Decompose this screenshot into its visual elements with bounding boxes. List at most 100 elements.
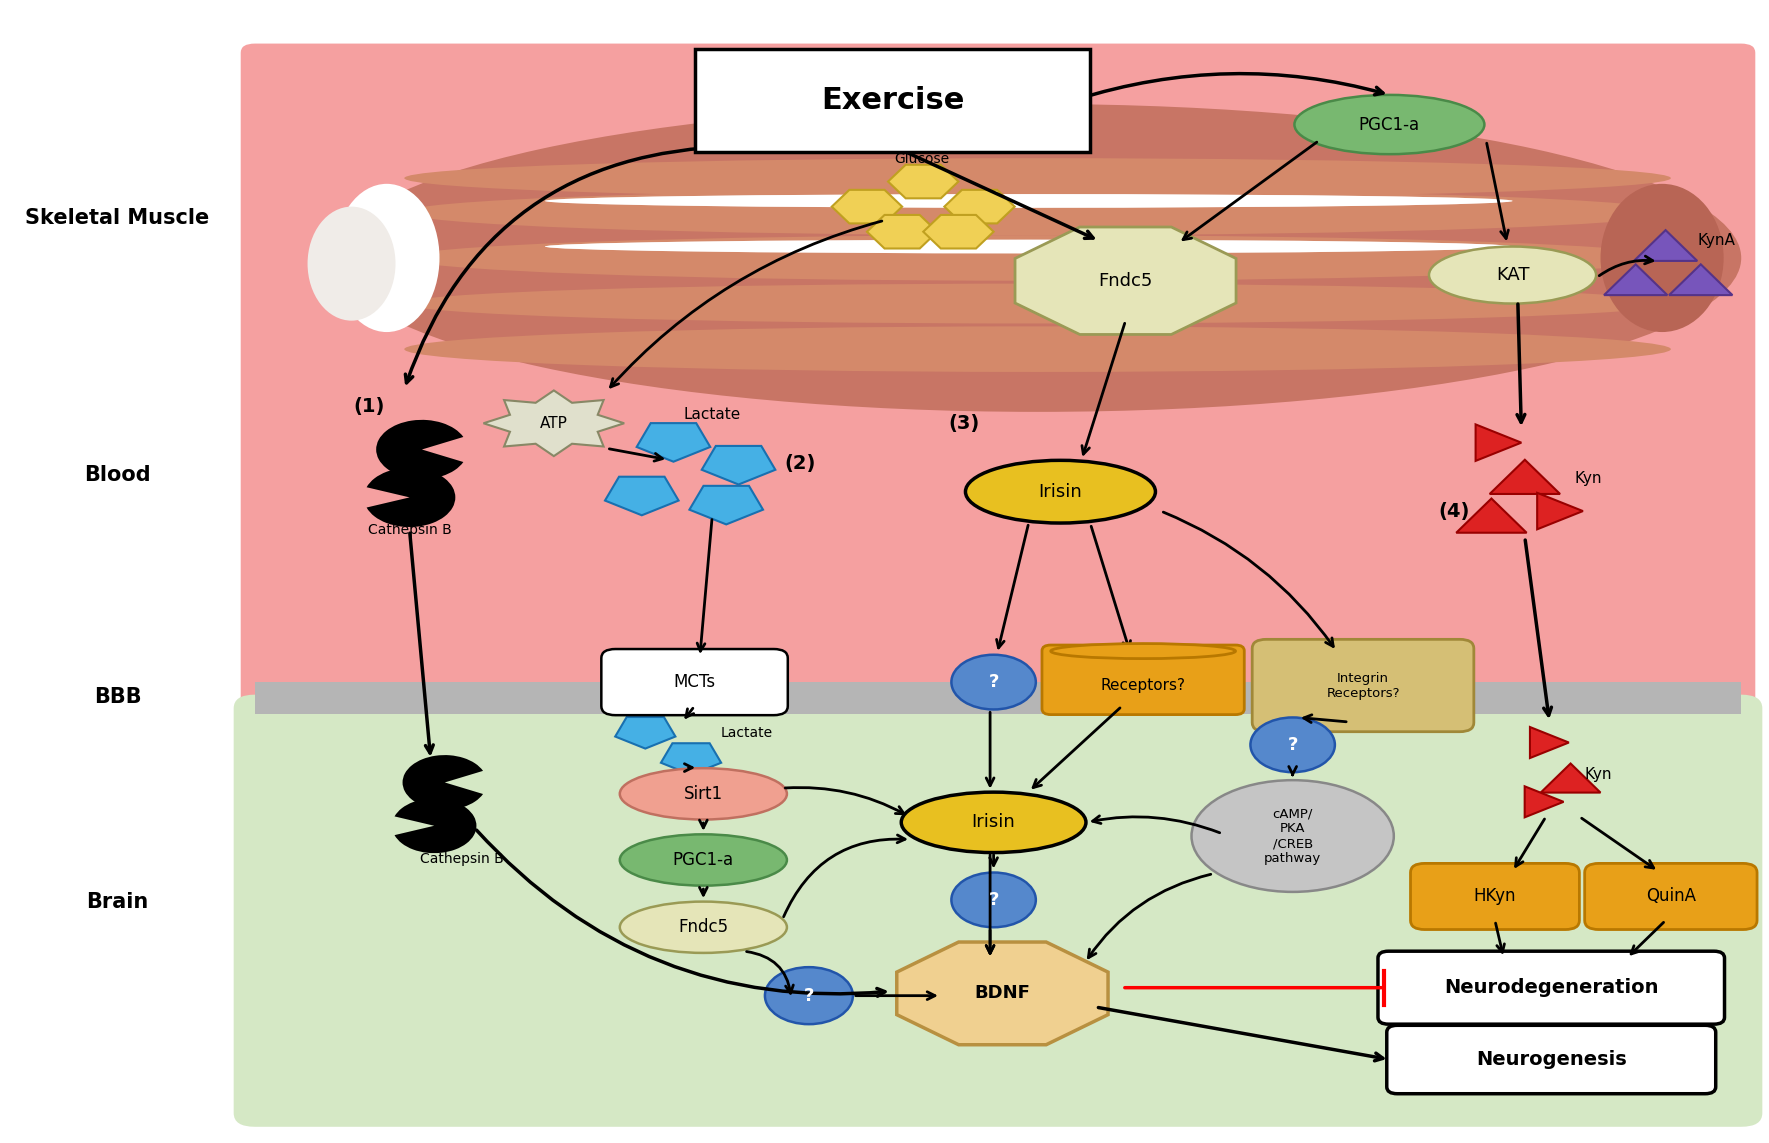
Ellipse shape	[405, 190, 1672, 235]
Text: Neurodegeneration: Neurodegeneration	[1444, 978, 1659, 997]
Polygon shape	[1525, 786, 1564, 817]
Ellipse shape	[900, 792, 1086, 853]
Text: Irisin: Irisin	[971, 814, 1015, 831]
Text: Kyn: Kyn	[1585, 767, 1612, 782]
Ellipse shape	[1295, 95, 1484, 154]
Ellipse shape	[405, 158, 1672, 198]
FancyBboxPatch shape	[695, 49, 1090, 152]
Text: KynA: KynA	[1696, 233, 1735, 248]
FancyBboxPatch shape	[601, 649, 787, 716]
Text: (3): (3)	[948, 414, 980, 433]
Ellipse shape	[308, 207, 396, 321]
Circle shape	[1251, 718, 1336, 773]
Polygon shape	[702, 446, 775, 485]
FancyBboxPatch shape	[1252, 639, 1474, 732]
Wedge shape	[366, 467, 455, 527]
Ellipse shape	[1192, 781, 1394, 892]
Polygon shape	[690, 486, 762, 525]
Text: Fndc5: Fndc5	[1099, 272, 1153, 289]
Text: (1): (1)	[354, 397, 386, 416]
Text: Cathepsin B: Cathepsin B	[421, 852, 504, 866]
Ellipse shape	[405, 235, 1672, 281]
Text: ?: ?	[803, 986, 814, 1005]
Text: Brain: Brain	[87, 893, 149, 912]
Circle shape	[952, 872, 1037, 927]
Text: Glucose: Glucose	[893, 152, 948, 166]
Text: Exercise: Exercise	[821, 86, 966, 115]
Text: ?: ?	[989, 890, 999, 909]
Circle shape	[952, 655, 1037, 710]
Ellipse shape	[966, 461, 1155, 523]
Text: Lactate: Lactate	[722, 727, 773, 741]
Ellipse shape	[334, 104, 1741, 411]
Polygon shape	[616, 717, 676, 749]
Ellipse shape	[619, 902, 787, 953]
Text: Integrin
Receptors?: Integrin Receptors?	[1327, 672, 1399, 700]
Text: KAT: KAT	[1497, 266, 1528, 285]
FancyBboxPatch shape	[1378, 951, 1725, 1024]
FancyBboxPatch shape	[1387, 1025, 1716, 1094]
Text: ?: ?	[1288, 736, 1298, 754]
Ellipse shape	[619, 834, 787, 886]
Ellipse shape	[545, 240, 1512, 254]
Polygon shape	[831, 190, 902, 223]
Polygon shape	[1604, 264, 1668, 295]
Polygon shape	[945, 190, 1015, 223]
Ellipse shape	[1601, 184, 1723, 333]
Text: (2): (2)	[784, 454, 816, 473]
Text: Receptors?: Receptors?	[1100, 678, 1185, 693]
Ellipse shape	[545, 240, 1512, 254]
Ellipse shape	[334, 184, 439, 333]
Polygon shape	[605, 477, 679, 515]
Ellipse shape	[405, 283, 1672, 323]
Text: Cathepsin B: Cathepsin B	[368, 523, 451, 537]
FancyBboxPatch shape	[1410, 863, 1580, 929]
Ellipse shape	[545, 194, 1512, 208]
FancyBboxPatch shape	[1585, 863, 1757, 929]
Text: ATP: ATP	[540, 416, 568, 431]
Ellipse shape	[619, 768, 787, 820]
Text: Irisin: Irisin	[1038, 482, 1083, 501]
Polygon shape	[1541, 764, 1601, 792]
FancyBboxPatch shape	[234, 695, 1762, 1127]
Polygon shape	[637, 423, 711, 462]
Polygon shape	[1456, 498, 1527, 533]
Circle shape	[764, 967, 853, 1024]
Polygon shape	[888, 165, 959, 199]
FancyBboxPatch shape	[1042, 645, 1244, 714]
Text: HKyn: HKyn	[1474, 887, 1516, 905]
Bar	[255, 682, 1741, 714]
Text: BBB: BBB	[94, 687, 142, 706]
Wedge shape	[377, 419, 463, 479]
Text: (4): (4)	[1438, 502, 1470, 520]
Text: cAMP/
PKA
/CREB
pathway: cAMP/ PKA /CREB pathway	[1265, 807, 1321, 865]
Text: Lactate: Lactate	[683, 407, 741, 422]
Text: Neurogenesis: Neurogenesis	[1475, 1050, 1627, 1069]
Text: Sirt1: Sirt1	[685, 785, 724, 802]
FancyBboxPatch shape	[241, 43, 1755, 741]
Polygon shape	[1475, 424, 1521, 461]
Polygon shape	[662, 743, 722, 775]
Text: MCTs: MCTs	[674, 673, 716, 692]
Polygon shape	[897, 942, 1107, 1045]
Text: PGC1-a: PGC1-a	[672, 852, 734, 869]
Text: Kyn: Kyn	[1574, 471, 1601, 486]
Polygon shape	[483, 391, 624, 456]
Text: PGC1-a: PGC1-a	[1359, 115, 1421, 134]
Text: Skeletal Muscle: Skeletal Muscle	[25, 208, 211, 229]
Polygon shape	[923, 215, 994, 248]
Polygon shape	[1530, 727, 1569, 758]
Polygon shape	[1537, 493, 1583, 529]
Text: BDNF: BDNF	[975, 984, 1030, 1002]
Ellipse shape	[405, 327, 1672, 371]
Polygon shape	[1489, 459, 1560, 494]
Polygon shape	[867, 215, 938, 248]
Wedge shape	[403, 756, 483, 809]
Wedge shape	[394, 799, 476, 853]
Text: QuinA: QuinA	[1645, 887, 1696, 905]
Polygon shape	[1635, 230, 1696, 261]
Polygon shape	[1670, 264, 1732, 295]
Ellipse shape	[1051, 644, 1235, 658]
Ellipse shape	[1429, 247, 1596, 304]
Text: ?: ?	[989, 673, 999, 692]
